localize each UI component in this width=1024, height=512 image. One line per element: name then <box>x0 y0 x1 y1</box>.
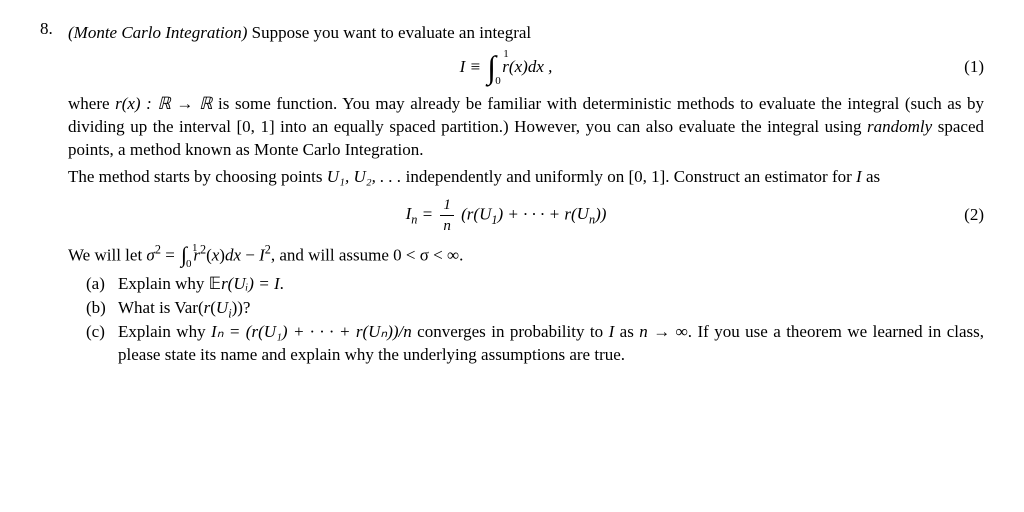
part-a-body: Explain why 𝔼r(Uᵢ) = I. <box>118 273 984 296</box>
p2-a: The method starts by choosing points <box>68 167 327 186</box>
part-c-label: (c) <box>86 321 118 367</box>
problem-title: (Monte Carlo Integration) <box>68 23 247 42</box>
intro-line: (Monte Carlo Integration) Suppose you wa… <box>68 22 984 45</box>
paragraph-3: We will let σ2 = ∫ 1 0 r2(x)dx − I2, and… <box>68 244 984 269</box>
part-c: (c) Explain why Iₙ = (r(U₁) + · · · + r(… <box>86 321 984 367</box>
eq1-number: (1) <box>944 56 984 79</box>
a-pre: Explain why 𝔼 <box>118 274 221 293</box>
p2-u: U₁, U₂, . . . <box>327 167 402 186</box>
c-mid: converges in probability to <box>412 322 609 341</box>
problem-content: (Monte Carlo Integration) Suppose you wa… <box>68 18 984 368</box>
b-text: What is Var(r(Ui))? <box>118 298 250 317</box>
equation-1: I ≡ ∫ 1 0 r(x)dx , (1) <box>68 51 984 85</box>
p3-b: , and will assume 0 < σ < ∞. <box>271 245 464 264</box>
eq1-body: I ≡ ∫ 1 0 r(x)dx , <box>68 51 944 85</box>
a-post: . <box>280 274 284 293</box>
p1-fn: r(x) : ℝ → ℝ <box>115 94 212 113</box>
part-b-label: (b) <box>86 297 118 320</box>
eq2-number: (2) <box>944 204 984 227</box>
equation-2: In = 1n (r(U1) + · · · + r(Un)) (2) <box>68 195 984 237</box>
c-lim: n → ∞ <box>639 322 687 341</box>
p2-b: independently and uniformly on [0, 1]. C… <box>401 167 856 186</box>
problem-8: 8. (Monte Carlo Integration) Suppose you… <box>40 18 984 368</box>
a-mid: r(Uᵢ) = I <box>221 274 280 293</box>
eq2-body: In = 1n (r(U1) + · · · + r(Un)) <box>68 195 944 237</box>
intro-rest: Suppose you want to evaluate an integral <box>247 23 531 42</box>
problem-number: 8. <box>40 18 68 368</box>
p3-a: We will let <box>68 245 146 264</box>
p1-randomly: randomly <box>867 117 932 136</box>
paragraph-1: where r(x) : ℝ → ℝ is some function. You… <box>68 93 984 162</box>
part-a: (a) Explain why 𝔼r(Uᵢ) = I. <box>86 273 984 296</box>
p1-a: where <box>68 94 115 113</box>
p2-c: as <box>862 167 880 186</box>
c-pre: Explain why <box>118 322 211 341</box>
part-a-label: (a) <box>86 273 118 296</box>
c-as: as <box>614 322 639 341</box>
paragraph-2: The method starts by choosing points U₁,… <box>68 166 984 189</box>
c-eq: Iₙ = (r(U₁) + · · · + r(Uₙ))/n <box>211 322 412 341</box>
subparts: (a) Explain why 𝔼r(Uᵢ) = I. (b) What is … <box>86 273 984 367</box>
part-b: (b) What is Var(r(Ui))? <box>86 297 984 320</box>
part-c-body: Explain why Iₙ = (r(U₁) + · · · + r(Uₙ))… <box>118 321 984 367</box>
part-b-body: What is Var(r(Ui))? <box>118 297 984 320</box>
